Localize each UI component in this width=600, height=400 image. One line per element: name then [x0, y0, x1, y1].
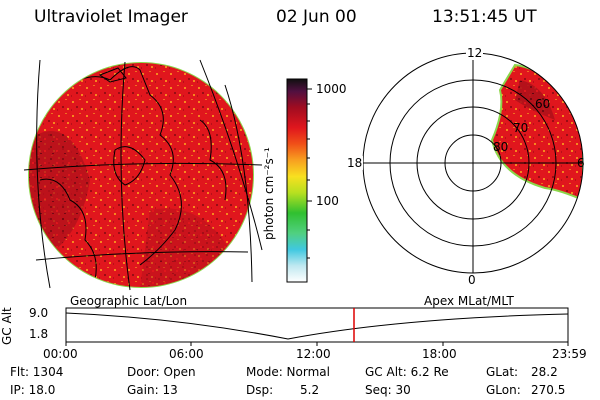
date-label: 02 Jun 00: [276, 7, 357, 27]
glon-value: 270.5: [531, 383, 566, 397]
timeline-x-tick-2359: 23:59: [552, 347, 587, 361]
colorbar-unit-label: photon cm⁻²s⁻¹: [262, 147, 276, 240]
mlt-label-12: 12: [466, 46, 484, 60]
dsp-label: Dsp:: [246, 383, 274, 397]
mlt-label-0: 0: [468, 273, 476, 287]
glat-label: GLat:: [486, 365, 519, 379]
lat-label-80: 80: [493, 140, 509, 154]
time-label: 13:51:45 UT: [432, 7, 537, 27]
mode-status: Mode: Normal: [246, 365, 330, 379]
timeline-x-tick-0000: 00:00: [43, 347, 78, 361]
lat-label-70: 70: [513, 121, 529, 135]
earth-globe-image: [23, 59, 263, 291]
ip-value: IP: 18.0: [10, 383, 56, 397]
sequence-number: Seq: 30: [365, 383, 411, 397]
timeline-left-title: Geographic Lat/Lon: [70, 294, 188, 308]
glat-value: 28.2: [531, 365, 558, 379]
timeline-x-tick-0600: 06:00: [169, 347, 204, 361]
polar-mlt-plot: [362, 52, 584, 274]
door-status: Door: Open: [127, 365, 196, 379]
gain-value: Gain: 13: [127, 383, 178, 397]
mlt-label-6: 6: [577, 156, 585, 170]
timeline-y-tick-max: 9.0: [29, 306, 49, 320]
altitude-timeline: [65, 307, 569, 346]
timeline-x-tick-1800: 18:00: [422, 347, 457, 361]
glon-label: GLon:: [486, 383, 521, 397]
dsp-value: 5.2: [300, 383, 320, 397]
timeline-x-tick-1200: 12:00: [296, 347, 331, 361]
timeline-right-title: Apex MLat/MLT: [424, 294, 514, 308]
flight-number: Flt: 1304: [10, 365, 64, 379]
color-bar: [286, 78, 312, 283]
colorbar-tick-100: 100: [316, 194, 339, 208]
window-title: Ultraviolet Imager: [34, 7, 188, 27]
lat-label-60: 60: [535, 97, 551, 111]
colorbar-tick-1000: 1000: [316, 82, 347, 96]
timeline-y-tick-min: 1.8: [29, 327, 49, 341]
gc-altitude: GC Alt: 6.2 Re: [365, 365, 449, 379]
timeline-axis-label: GC Alt: [0, 307, 14, 345]
mlt-label-18: 18: [346, 156, 364, 170]
